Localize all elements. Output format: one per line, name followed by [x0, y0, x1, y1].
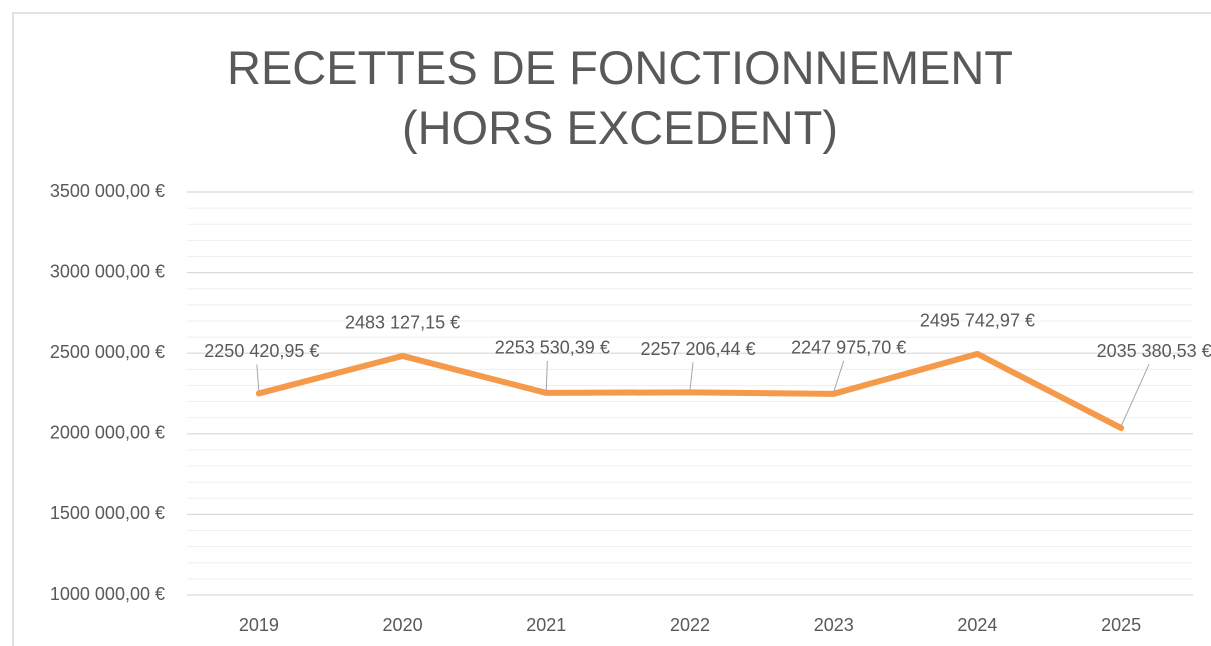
x-tick-label: 2022	[670, 615, 710, 635]
data-label: 2257 206,44 €	[640, 339, 755, 359]
line-series	[255, 350, 1125, 432]
chart-title: RECETTES DE FONCTIONNEMENT (HORS EXCEDEN…	[227, 41, 1013, 154]
x-tick-label: 2019	[239, 615, 279, 635]
x-tick-label: 2023	[814, 615, 854, 635]
leader-line	[545, 360, 548, 391]
leader-line	[689, 362, 694, 391]
chart-border	[12, 12, 1211, 646]
y-tick-label: 3500 000,00 €	[50, 181, 165, 201]
data-label: 2495 742,97 €	[920, 311, 1035, 331]
y-tick-label: 1000 000,00 €	[50, 584, 165, 604]
x-tick-label: 2025	[1101, 615, 1141, 635]
leader-line	[833, 360, 845, 392]
x-tick-label: 2024	[957, 615, 997, 635]
data-label: 2035 380,53 €	[1097, 341, 1211, 361]
y-tick-label: 2500 000,00 €	[50, 342, 165, 362]
data-label: 2253 530,39 €	[495, 338, 610, 358]
y-tick-label: 2000 000,00 €	[50, 423, 165, 443]
data-label: 2250 420,95 €	[204, 341, 319, 361]
data-label: 2247 975,70 €	[791, 338, 906, 358]
leader-line	[1120, 363, 1150, 427]
x-tick-label: 2021	[526, 615, 566, 635]
y-tick-label: 3000 000,00 €	[50, 261, 165, 281]
x-tick-label: 2020	[383, 615, 423, 635]
y-tick-label: 1500 000,00 €	[50, 503, 165, 523]
leader-line	[256, 364, 260, 392]
data-label: 2483 127,15 €	[345, 313, 460, 333]
